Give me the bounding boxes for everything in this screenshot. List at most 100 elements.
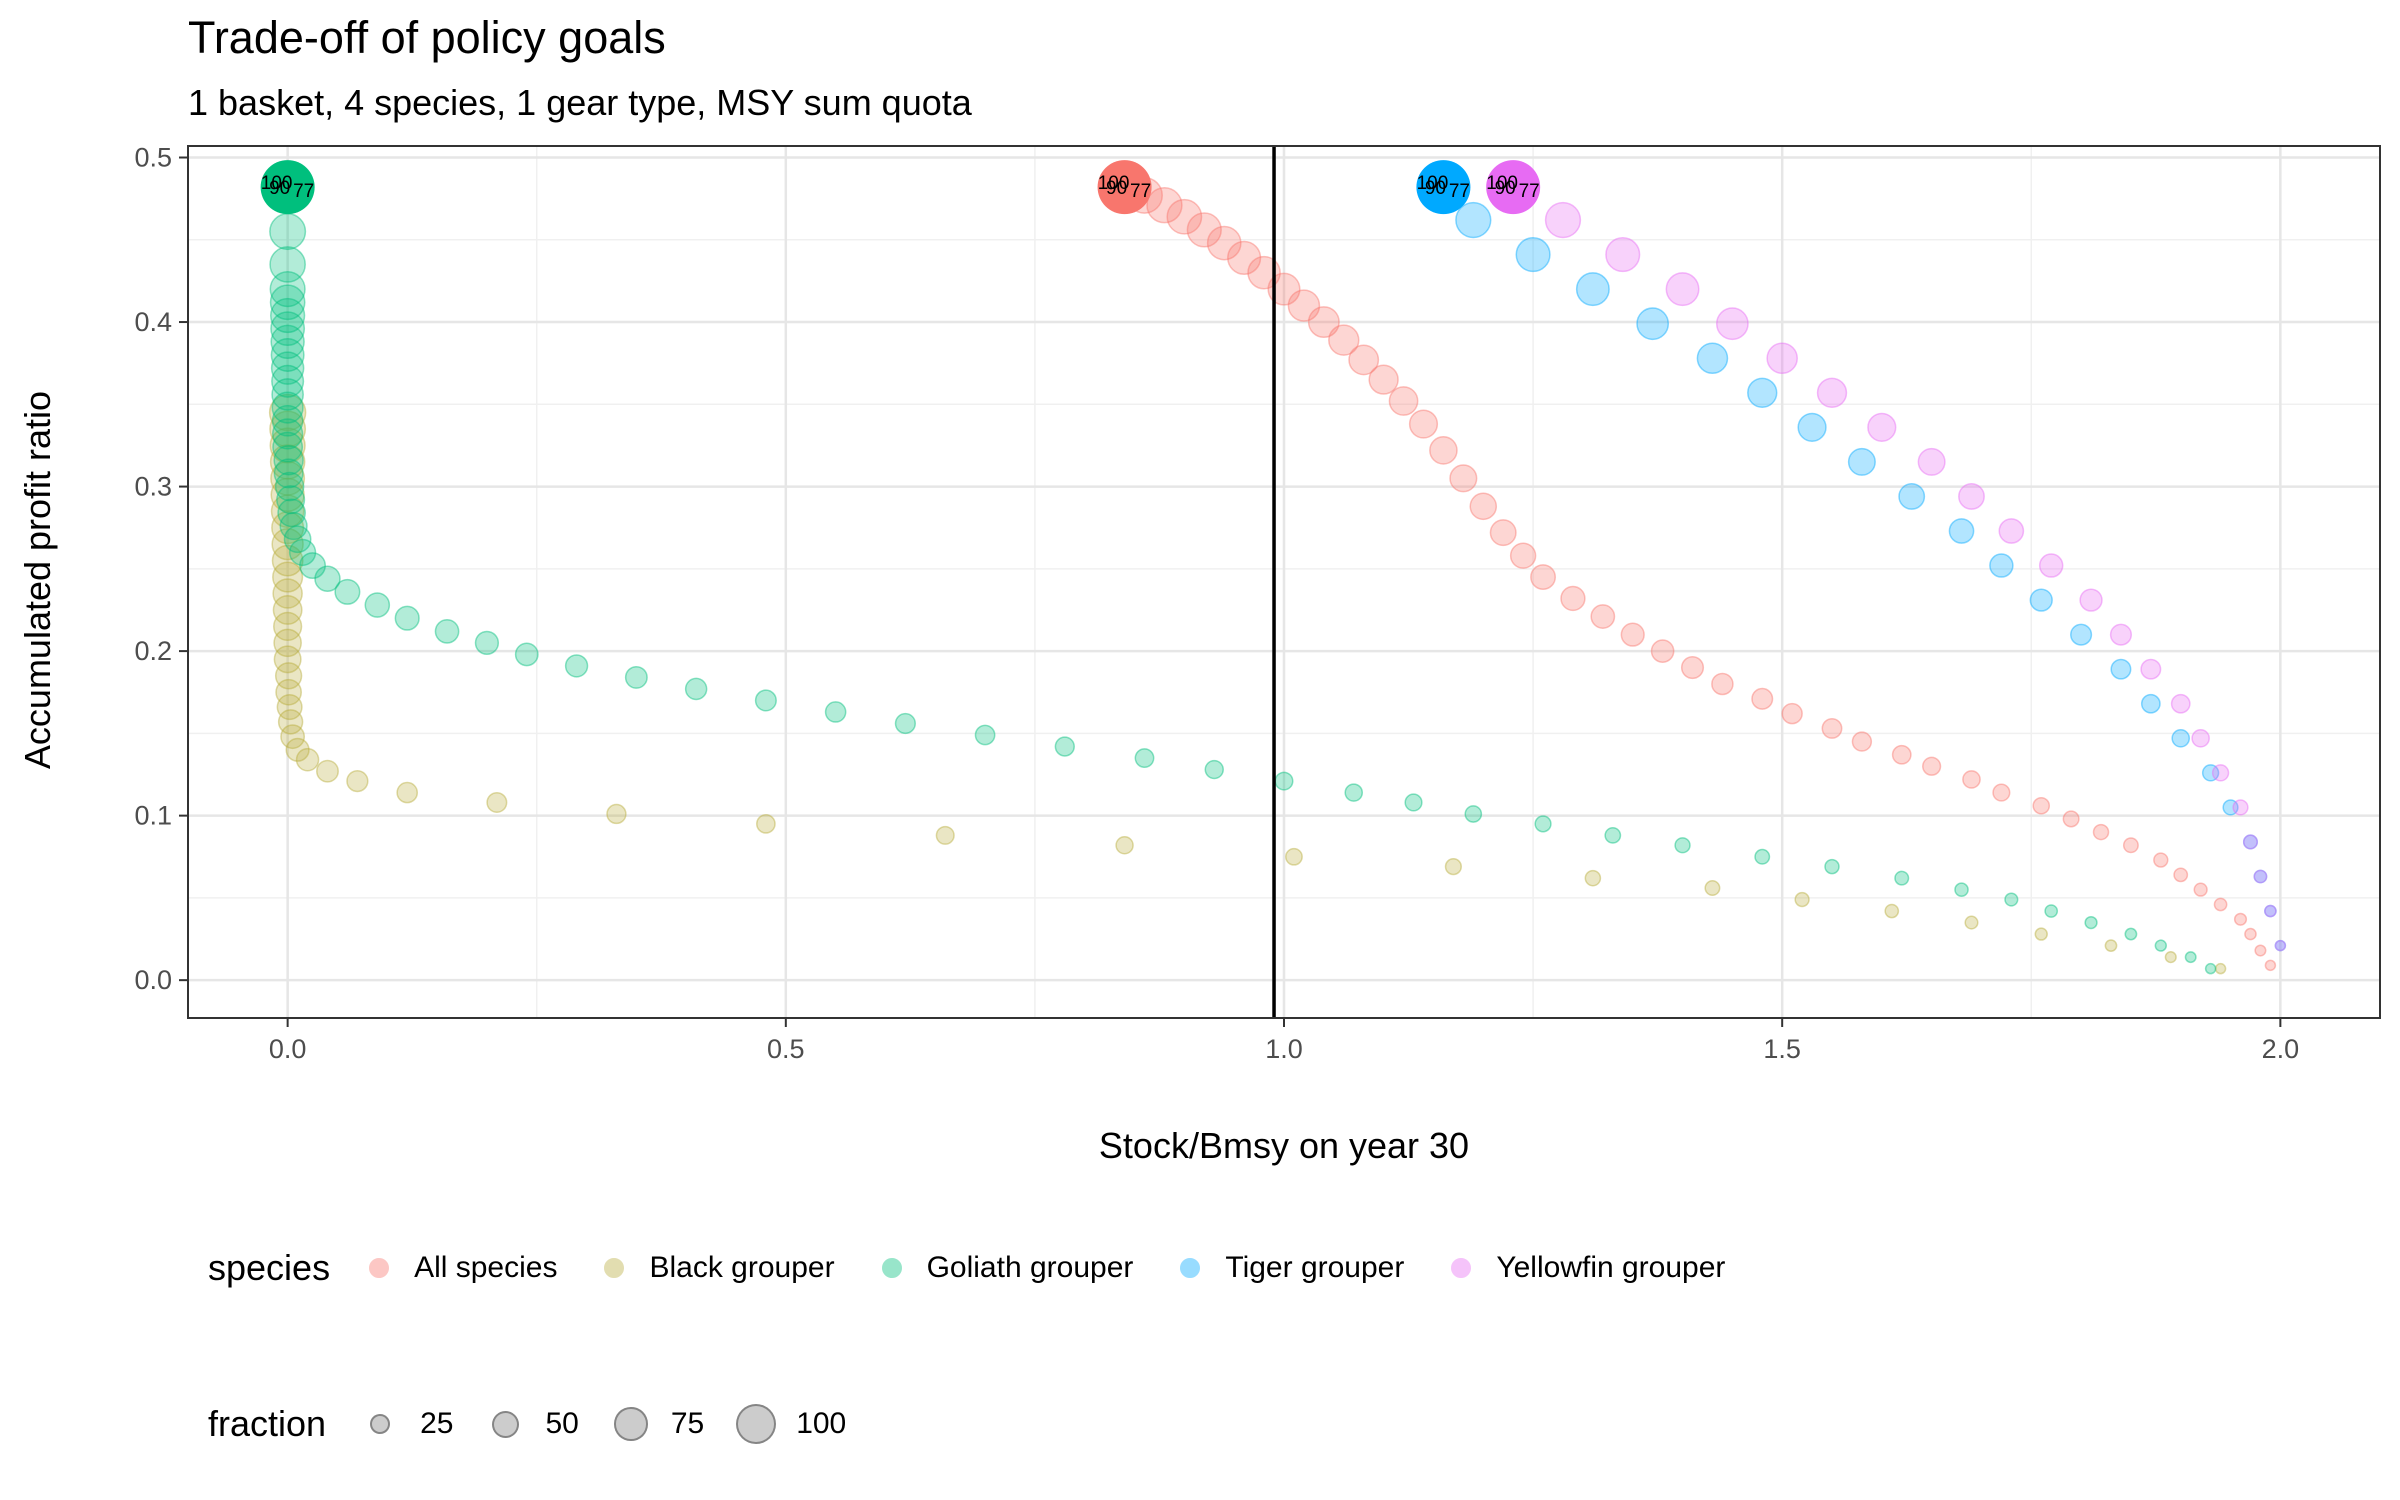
legend-size-swatch bbox=[491, 1410, 519, 1438]
data-point bbox=[273, 611, 303, 642]
data-point bbox=[2211, 764, 2230, 782]
data-point bbox=[1287, 289, 1321, 322]
data-point bbox=[2140, 693, 2161, 714]
data-point bbox=[486, 791, 508, 813]
y-axis-label: Accumulated profit ratio bbox=[17, 391, 58, 769]
data-point bbox=[1781, 702, 1803, 725]
data-point bbox=[288, 538, 317, 567]
y-tick-label: 0.0 bbox=[134, 965, 172, 995]
data-point bbox=[1696, 342, 1729, 375]
data-point bbox=[2092, 823, 2110, 841]
data-point bbox=[1964, 915, 1979, 930]
data-point bbox=[1575, 272, 1610, 307]
data-point bbox=[1134, 748, 1155, 768]
data-point bbox=[285, 737, 310, 762]
data-point bbox=[2274, 939, 2287, 952]
data-point bbox=[1560, 585, 1586, 612]
legend-item: Black grouper bbox=[591, 1245, 835, 1291]
data-point bbox=[2032, 796, 2051, 815]
data-point bbox=[2173, 867, 2189, 883]
legend-key bbox=[352, 1396, 408, 1452]
data-point bbox=[1455, 201, 1492, 239]
y-tick-label: 0.3 bbox=[134, 472, 172, 502]
data-point bbox=[272, 431, 304, 463]
grid-lines bbox=[188, 146, 2380, 1018]
data-point bbox=[1590, 604, 1616, 629]
data-point bbox=[1884, 903, 1900, 919]
legend-label: Black grouper bbox=[649, 1251, 835, 1284]
data-point bbox=[1992, 783, 2011, 802]
data-point bbox=[1851, 731, 1873, 752]
data-point bbox=[270, 337, 305, 372]
data-point bbox=[1604, 826, 1622, 844]
data-point bbox=[1146, 187, 1183, 224]
data-point bbox=[1388, 386, 1419, 416]
data-point bbox=[364, 592, 391, 618]
data-point bbox=[1489, 519, 1517, 547]
data-point bbox=[269, 284, 306, 321]
data-point bbox=[277, 498, 306, 528]
data-point bbox=[1247, 255, 1281, 290]
data-point bbox=[1408, 409, 1439, 439]
axes: 0.0 0.5 1.0 1.5 2.0 0.0 0.1 0.2 0.3 0.4 0.5 bbox=[134, 143, 2381, 1064]
data-point bbox=[2193, 882, 2208, 897]
data-point bbox=[1206, 225, 1242, 261]
data-point bbox=[1368, 364, 1399, 395]
data-point bbox=[273, 645, 302, 674]
data-point bbox=[273, 458, 304, 489]
data-point bbox=[270, 460, 306, 496]
data-point bbox=[1751, 687, 1774, 710]
data-point bbox=[2122, 837, 2139, 854]
legend-size-swatch bbox=[736, 1404, 777, 1444]
data-point bbox=[2110, 658, 2132, 680]
data-point bbox=[269, 213, 307, 251]
data-point bbox=[1715, 307, 1749, 341]
x-tick-label: 0.5 bbox=[767, 1034, 805, 1064]
data-point bbox=[2153, 852, 2169, 868]
data-point bbox=[270, 494, 305, 529]
point-label: 77 bbox=[1519, 181, 1540, 202]
legend-label: Goliath grouper bbox=[926, 1251, 1134, 1284]
data-point bbox=[346, 769, 369, 793]
data-point bbox=[1166, 198, 1203, 235]
data-point bbox=[271, 527, 304, 561]
data-point bbox=[1665, 272, 1700, 307]
data-point bbox=[1894, 870, 1910, 886]
data-point bbox=[280, 724, 306, 750]
data-point bbox=[271, 364, 305, 398]
data-point bbox=[754, 689, 777, 712]
data-point bbox=[1650, 639, 1675, 663]
data-point bbox=[272, 561, 304, 593]
data-point bbox=[2164, 951, 2177, 964]
data-point bbox=[2070, 623, 2093, 646]
chart-subtitle: 1 basket, 4 species, 1 gear type, MSY su… bbox=[188, 82, 972, 123]
point-label: 90 bbox=[1495, 178, 1516, 199]
data-point bbox=[474, 630, 500, 656]
data-point bbox=[1307, 306, 1340, 339]
data-point bbox=[270, 351, 305, 385]
data-point bbox=[1530, 564, 1556, 591]
data-point bbox=[273, 628, 302, 658]
data-point bbox=[269, 297, 306, 334]
legend-item: 50 bbox=[477, 1396, 579, 1452]
data-point bbox=[2104, 939, 2118, 952]
data-point bbox=[334, 578, 361, 605]
data-point bbox=[270, 477, 305, 512]
y-tick-label: 0.1 bbox=[134, 801, 172, 831]
legend-label: 75 bbox=[670, 1407, 705, 1440]
data-point bbox=[1584, 869, 1602, 887]
data-point bbox=[2222, 799, 2239, 816]
data-point bbox=[684, 677, 708, 701]
y-tick-label: 0.2 bbox=[134, 636, 172, 666]
data-point bbox=[271, 511, 305, 545]
data-point bbox=[2184, 951, 2197, 964]
legend-label: All species bbox=[414, 1251, 558, 1284]
data-point bbox=[624, 665, 648, 689]
x-tick-label: 2.0 bbox=[2262, 1034, 2300, 1064]
legend-key bbox=[591, 1245, 637, 1291]
data-point bbox=[1674, 837, 1691, 854]
data-point bbox=[1449, 464, 1478, 493]
data-point bbox=[1115, 836, 1134, 855]
point-label: 90 bbox=[1106, 178, 1127, 199]
